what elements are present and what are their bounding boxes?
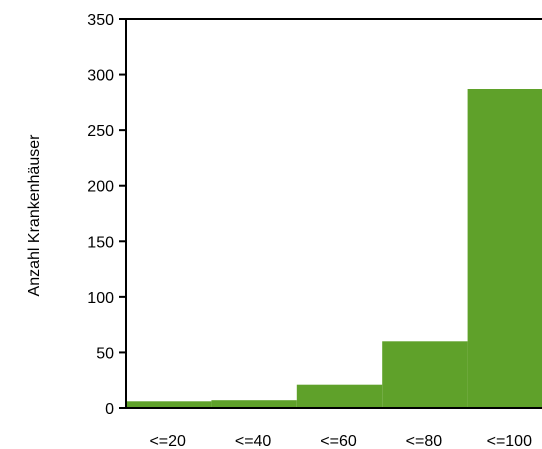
y-tick-label: 200 xyxy=(87,179,114,196)
y-tick-label: 300 xyxy=(87,68,114,85)
bar-1 xyxy=(126,401,212,408)
y-tick-label: 100 xyxy=(87,290,114,307)
y-axis-title: Anzahl Krankenhäuser xyxy=(26,134,43,297)
x-ticks-group: <=20 <=40 <=60 <=80 <=100 xyxy=(149,433,532,449)
y-tick-label: 0 xyxy=(105,401,114,418)
x-tick-label: <=40 xyxy=(235,433,272,449)
x-tick-label: <=60 xyxy=(320,433,357,449)
bar-5 xyxy=(467,89,542,408)
y-tick-label: 350 xyxy=(87,12,114,29)
axes-group xyxy=(119,18,542,409)
bar-3 xyxy=(296,384,383,408)
x-tick-label: <=100 xyxy=(487,433,532,449)
x-tick-label: <=80 xyxy=(406,433,443,449)
x-tick-label: <=20 xyxy=(149,433,186,449)
y-tick-label: 50 xyxy=(96,345,114,362)
bar-2 xyxy=(211,400,297,408)
bar-4 xyxy=(382,341,468,408)
y-tick-label: 250 xyxy=(87,123,114,140)
bars-group xyxy=(126,89,542,408)
y-tick-label: 150 xyxy=(87,234,114,251)
y-ticks-group: 0 50 100 150 200 250 300 350 xyxy=(87,12,126,418)
